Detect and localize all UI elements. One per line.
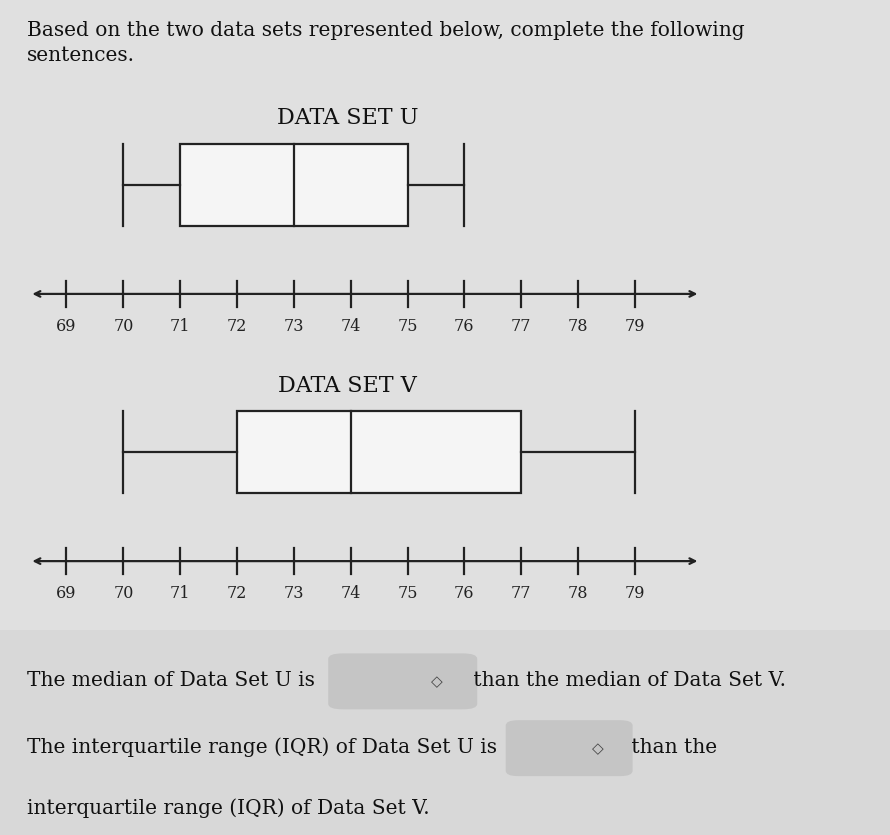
Text: 71: 71 [170,585,190,602]
Text: than the median of Data Set V.: than the median of Data Set V. [467,671,786,690]
Text: DATA SET U: DATA SET U [277,108,418,129]
Text: 76: 76 [454,318,474,335]
Text: 72: 72 [227,585,247,602]
Text: The interquartile range (IQR) of Data Set U is: The interquartile range (IQR) of Data Se… [27,737,497,757]
Text: 78: 78 [568,585,588,602]
Text: sentences.: sentences. [27,46,134,65]
Text: 70: 70 [113,318,134,335]
Text: DATA SET V: DATA SET V [279,375,417,397]
Text: 79: 79 [625,318,645,335]
Text: than the: than the [625,738,717,757]
FancyBboxPatch shape [328,654,477,709]
Text: interquartile range (IQR) of Data Set V.: interquartile range (IQR) of Data Set V. [27,798,429,818]
Text: 69: 69 [56,585,77,602]
Text: 70: 70 [113,585,134,602]
Text: ◇: ◇ [592,741,603,756]
Text: 69: 69 [56,318,77,335]
Bar [180,144,408,226]
Text: 71: 71 [170,318,190,335]
Bar [237,411,522,493]
Text: 73: 73 [284,585,304,602]
Text: 77: 77 [511,318,531,335]
Text: 76: 76 [454,585,474,602]
Text: 73: 73 [284,318,304,335]
Text: 74: 74 [341,585,360,602]
Text: 75: 75 [397,318,417,335]
Text: 78: 78 [568,318,588,335]
Text: The median of Data Set U is: The median of Data Set U is [27,671,314,690]
Text: Based on the two data sets represented below, complete the following: Based on the two data sets represented b… [27,21,744,40]
Text: 72: 72 [227,318,247,335]
Text: 77: 77 [511,585,531,602]
Text: 75: 75 [397,585,417,602]
Text: ◇: ◇ [431,674,442,689]
Text: 79: 79 [625,585,645,602]
Text: 74: 74 [341,318,360,335]
FancyBboxPatch shape [506,721,633,776]
